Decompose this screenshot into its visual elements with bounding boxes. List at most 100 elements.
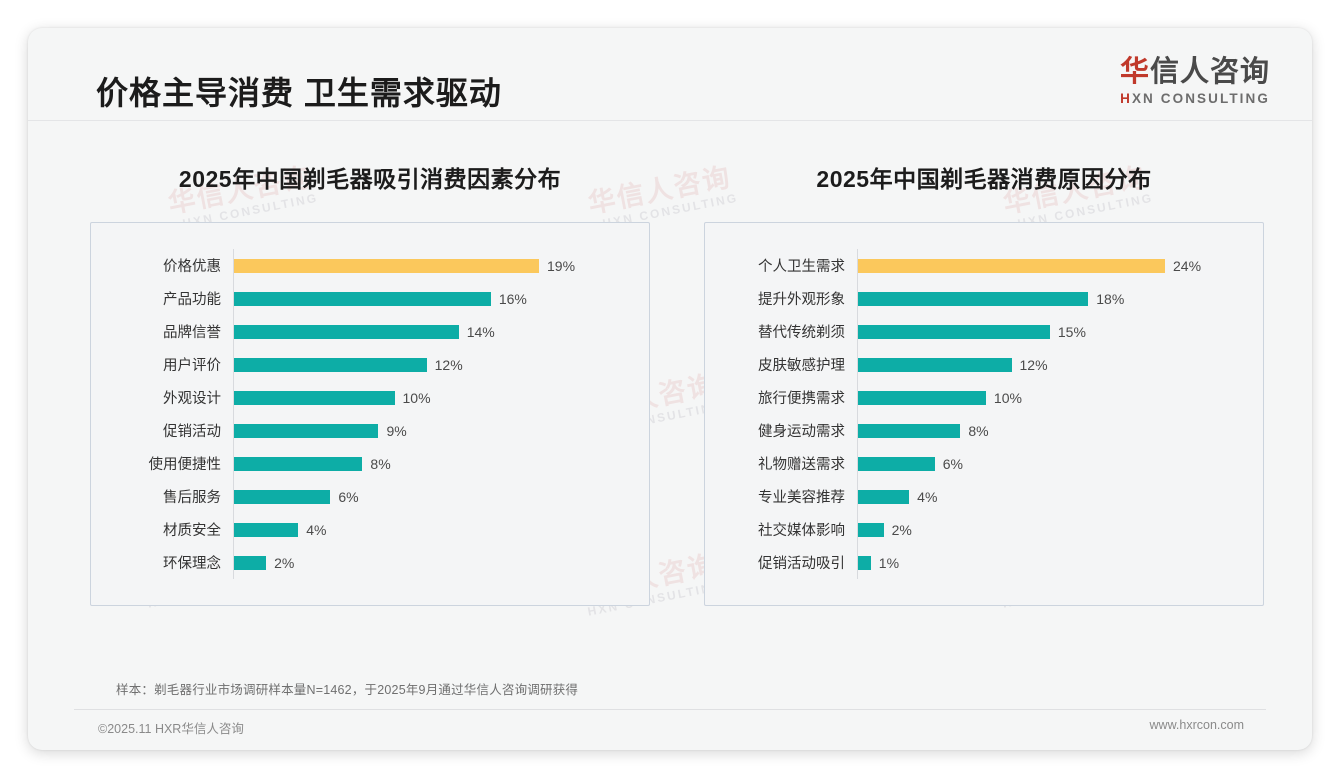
bar-track: 4% xyxy=(233,513,649,546)
bar-row: 售后服务 6% xyxy=(91,480,649,513)
bar-row: 品牌信誉 14% xyxy=(91,315,649,348)
copyright-text: ©2025.11 HXR华信人咨询 xyxy=(98,722,244,736)
chart-title-left: 2025年中国剃毛器吸引消费因素分布 xyxy=(178,166,562,192)
bar-track: 10% xyxy=(233,381,649,414)
bar-track: 14% xyxy=(233,315,649,348)
bar-track: 1% xyxy=(857,546,1263,579)
bar-value-label: 10% xyxy=(402,389,431,406)
charts-area: 2025年中国剃毛器吸引消费因素分布 价格优惠 19% 产品功能 16% 品牌信誉 14%… xyxy=(28,128,1312,606)
bar-row: 材质安全 4% xyxy=(91,513,649,546)
page-title: 价格主导消费 卫生需求驱动 xyxy=(96,75,502,111)
bar-value-label: 6% xyxy=(338,488,359,505)
bar-row: 使用便捷性 8% xyxy=(91,447,649,480)
bar-value-label: 14% xyxy=(466,323,495,340)
bar-fill xyxy=(858,555,871,570)
bar-category-label: 用户评价 xyxy=(163,358,221,374)
bar-track: 24% xyxy=(857,249,1263,282)
sample-footnote: 样本：剃毛器行业市场调研样本量N=1462，于2025年9月通过华信人咨询调研获… xyxy=(116,683,579,697)
bar-fill xyxy=(858,258,1165,273)
bar-track: 4% xyxy=(857,480,1263,513)
bar-track: 6% xyxy=(233,480,649,513)
bar-value-label: 15% xyxy=(1057,323,1086,340)
brand-logo-cn-accent: 华 xyxy=(1119,56,1150,88)
bar-fill xyxy=(858,423,961,438)
bar-track: 16% xyxy=(233,282,649,315)
bar-value-label: 6% xyxy=(942,455,963,472)
bar-value-label: 1% xyxy=(878,554,900,571)
bar-fill xyxy=(858,291,1089,306)
chart-column-right: 2025年中国剃毛器消费原因分布 个人卫生需求 24% 提升外观形象 18% 替代传统剃… xyxy=(670,128,1312,606)
bar-row: 环保理念 2% xyxy=(91,546,649,579)
bar-fill xyxy=(234,258,539,273)
bar-track: 6% xyxy=(857,447,1263,480)
bar-track: 18% xyxy=(857,282,1263,315)
bar-value-label: 16% xyxy=(498,290,527,307)
bar-category-label: 专业美容推荐 xyxy=(758,490,845,506)
chart-panel-left: 价格优惠 19% 产品功能 16% 品牌信誉 14% 用户评价 12% 外观设计 10% 促销活动 9… xyxy=(90,222,650,606)
bar-category-label: 社交媒体影响 xyxy=(758,523,845,539)
bar-category-label: 产品功能 xyxy=(163,292,221,308)
bar-category-label: 旅行便携需求 xyxy=(758,391,845,407)
bar-fill xyxy=(234,456,363,471)
slide-header: 价格主导消费 卫生需求驱动 华信人咨询 HXN CONSULTING xyxy=(28,28,1312,122)
bar-category-label: 礼物赠送需求 xyxy=(758,457,845,473)
bar-track: 10% xyxy=(857,381,1263,414)
bar-row: 个人卫生需求 24% xyxy=(705,249,1263,282)
bar-category-label: 售后服务 xyxy=(163,490,221,506)
bar-row: 产品功能 16% xyxy=(91,282,649,315)
bar-value-label: 24% xyxy=(1173,257,1202,274)
bar-row: 价格优惠 19% xyxy=(91,249,649,282)
bar-category-label: 环保理念 xyxy=(163,556,221,572)
bar-category-label: 品牌信誉 xyxy=(163,325,221,341)
bar-category-label: 价格优惠 xyxy=(163,259,221,275)
bar-fill xyxy=(858,489,910,504)
bar-value-label: 12% xyxy=(1019,356,1048,373)
bar-rows-left: 价格优惠 19% 产品功能 16% 品牌信誉 14% 用户评价 12% 外观设计 10% 促销活动 9… xyxy=(91,249,649,579)
chart-panel-right: 个人卫生需求 24% 提升外观形象 18% 替代传统剃须 15% 皮肤敏感护理 12% 旅行便携… xyxy=(704,222,1264,606)
bar-row: 用户评价 12% xyxy=(91,348,649,381)
bar-track: 8% xyxy=(233,447,649,480)
bar-value-label: 4% xyxy=(917,488,938,505)
bar-fill xyxy=(858,522,884,537)
bar-track: 8% xyxy=(857,414,1263,447)
bar-category-label: 提升外观形象 xyxy=(758,292,845,308)
bar-fill xyxy=(234,489,331,504)
bar-fill xyxy=(234,324,459,339)
bar-track: 2% xyxy=(857,513,1263,546)
brand-logo: 华信人咨询 HXN CONSULTING xyxy=(1120,57,1270,107)
bar-value-label: 10% xyxy=(993,389,1022,406)
bar-category-label: 材质安全 xyxy=(163,523,221,539)
bar-value-label: 8% xyxy=(968,422,989,439)
slide-canvas: 华信人咨询 HXN CONSULTING 华信人咨询 HXN CONSULTIN… xyxy=(28,28,1312,750)
bar-track: 15% xyxy=(857,315,1263,348)
bar-track: 19% xyxy=(233,249,649,282)
brand-logo-cn: 华信人咨询 xyxy=(1120,57,1270,87)
bar-row: 促销活动 9% xyxy=(91,414,649,447)
bar-value-label: 8% xyxy=(370,455,391,472)
bar-category-label: 健身运动需求 xyxy=(758,424,845,440)
bar-value-label: 4% xyxy=(306,521,327,538)
bar-row: 提升外观形象 18% xyxy=(705,282,1263,315)
bar-fill xyxy=(234,357,427,372)
bar-row: 外观设计 10% xyxy=(91,381,649,414)
bar-row: 皮肤敏感护理 12% xyxy=(705,348,1263,381)
bar-track: 12% xyxy=(233,348,649,381)
chart-title-right: 2025年中国剃毛器消费原因分布 xyxy=(816,166,1152,192)
bar-fill xyxy=(858,390,986,405)
bar-row: 专业美容推荐 4% xyxy=(705,480,1263,513)
bar-row: 替代传统剃须 15% xyxy=(705,315,1263,348)
bar-value-label: 18% xyxy=(1096,290,1125,307)
chart-column-left: 2025年中国剃毛器吸引消费因素分布 价格优惠 19% 产品功能 16% 品牌信誉 14%… xyxy=(28,128,670,606)
bar-category-label: 个人卫生需求 xyxy=(758,259,845,275)
bar-fill xyxy=(234,423,379,438)
bar-category-label: 使用便捷性 xyxy=(148,457,222,473)
bar-track: 9% xyxy=(233,414,649,447)
footer-divider xyxy=(74,709,1266,710)
bar-row: 促销活动吸引 1% xyxy=(705,546,1263,579)
bar-fill xyxy=(234,390,395,405)
bar-category-label: 皮肤敏感护理 xyxy=(758,358,845,374)
bar-row: 礼物赠送需求 6% xyxy=(705,447,1263,480)
bar-fill xyxy=(234,291,491,306)
bar-value-label: 9% xyxy=(386,422,407,439)
header-divider xyxy=(28,120,1312,121)
